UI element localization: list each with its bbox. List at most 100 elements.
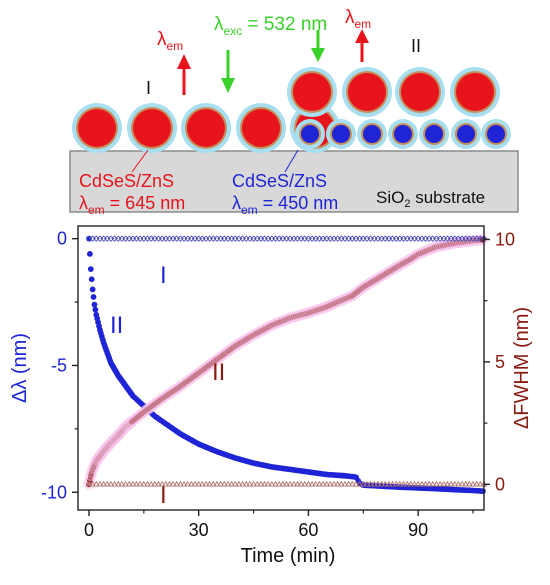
data-point	[136, 480, 144, 487]
data-point	[327, 235, 334, 242]
data-point	[392, 235, 400, 242]
red-quantum-dot	[287, 67, 337, 117]
data-point	[319, 480, 327, 487]
data-point	[422, 480, 429, 487]
data-point	[473, 480, 480, 487]
emission-arrow-left	[177, 54, 191, 95]
data-point	[235, 480, 243, 487]
data-point	[90, 294, 97, 300]
data-point	[104, 235, 111, 242]
data-point	[363, 480, 371, 487]
data-point	[129, 480, 137, 487]
data-point	[199, 235, 206, 242]
data-point	[177, 480, 184, 487]
series-3	[85, 480, 488, 487]
annotation-II-blue: II	[110, 312, 123, 339]
data-point	[100, 480, 107, 487]
data-point	[87, 266, 94, 273]
data-point	[221, 480, 228, 487]
data-point	[389, 480, 396, 487]
data-point	[440, 480, 448, 487]
y-left-tick-label: -10	[41, 482, 67, 502]
red-dot-pointer	[131, 149, 149, 173]
series-0	[86, 235, 486, 495]
data-point	[195, 480, 202, 487]
data-point	[213, 235, 221, 242]
data-point	[151, 480, 159, 487]
chart: 0 30 60 90 0 -5 -10 0 5 10 I II II I Time (min) Δ…	[9, 225, 533, 567]
y-right-tick-label: 0	[495, 474, 505, 494]
data-point	[312, 235, 319, 242]
data-point	[414, 235, 422, 242]
data-point	[378, 480, 385, 487]
data-point	[253, 235, 261, 242]
x-tick-label: 60	[298, 520, 318, 540]
data-point	[283, 480, 290, 487]
x-tick-label: 30	[189, 520, 209, 540]
data-point	[184, 480, 192, 487]
data-point	[268, 480, 276, 487]
data-point	[114, 235, 122, 242]
data-point	[330, 235, 338, 242]
data-point	[480, 488, 486, 495]
data-point	[477, 480, 484, 487]
data-point	[206, 235, 213, 242]
data-point	[323, 480, 330, 487]
data-point	[462, 480, 469, 487]
data-point	[418, 480, 426, 487]
data-point	[374, 480, 382, 487]
data-point	[396, 480, 404, 487]
blue-dot-emission: λem = 450 nm	[232, 193, 338, 217]
y-right-tick-label: 5	[495, 352, 505, 372]
annotation-II-red: II	[212, 359, 225, 386]
data-point	[349, 480, 356, 487]
data-point	[308, 235, 316, 242]
x-tick-label: 90	[408, 520, 428, 540]
data-point	[96, 480, 104, 487]
data-point	[352, 235, 360, 242]
data-point	[169, 480, 177, 487]
data-point	[345, 480, 352, 487]
data-point	[210, 235, 217, 242]
data-point	[301, 235, 309, 242]
annotation-I-bottom: I	[160, 482, 167, 509]
data-point	[217, 235, 224, 242]
data-point	[261, 235, 268, 242]
data-point	[338, 235, 345, 242]
data-point	[111, 480, 118, 487]
series-2	[85, 235, 488, 242]
region-label-II: II	[411, 36, 421, 56]
data-point	[239, 480, 246, 487]
emission-arrow-right	[355, 29, 369, 62]
data-point	[436, 480, 444, 487]
data-point	[290, 235, 298, 242]
data-point	[268, 235, 276, 242]
data-point	[451, 480, 459, 487]
data-point	[385, 235, 393, 242]
data-point	[217, 480, 224, 487]
data-point	[228, 235, 235, 242]
data-point	[407, 480, 415, 487]
data-point	[93, 480, 100, 487]
data-point	[297, 235, 305, 242]
blue-quantum-dot	[388, 119, 418, 149]
red-quantum-dot	[395, 67, 445, 117]
data-point	[253, 480, 261, 487]
y-right-axis-title: ΔFWHM (nm)	[511, 307, 533, 429]
data-point	[389, 235, 396, 242]
data-point	[133, 480, 140, 487]
data-point	[188, 235, 195, 242]
data-point	[349, 235, 356, 242]
data-point	[466, 480, 473, 487]
data-point	[319, 235, 327, 242]
data-point	[425, 480, 433, 487]
data-point	[378, 235, 385, 242]
data-point	[147, 235, 155, 242]
data-point	[425, 235, 433, 242]
blue-quantum-dot	[419, 119, 449, 149]
substrate-label: SiO2 substrate	[376, 188, 485, 210]
red-dot-emission: λem = 645 nm	[79, 193, 185, 217]
data-point	[173, 480, 181, 487]
blue-quantum-dot	[326, 119, 356, 149]
data-point	[180, 480, 188, 487]
